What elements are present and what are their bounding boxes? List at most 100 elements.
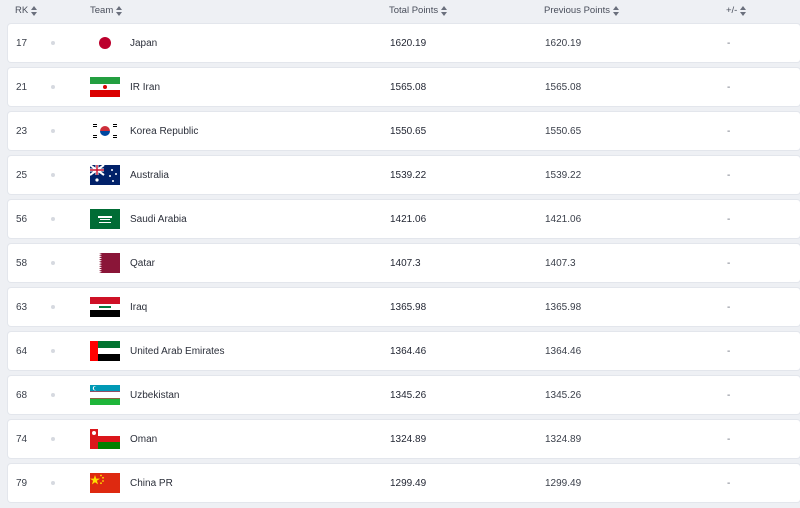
table-row[interactable]: 74 Oman 1324.89 1324.89 - [8, 420, 800, 458]
bullet [51, 200, 55, 238]
sort-icon[interactable] [116, 5, 123, 16]
team-name[interactable]: Korea Republic [130, 125, 199, 137]
total-points-cell: 1407.3 [390, 257, 421, 269]
total-points-cell: 1421.06 [390, 213, 427, 225]
korea-flag-icon [90, 121, 120, 141]
previous-points-cell: 1550.65 [545, 125, 582, 137]
bullet [51, 24, 55, 62]
change-cell: - [727, 301, 731, 313]
saudi-arabia-flag-icon [90, 209, 120, 229]
team-name[interactable]: IR Iran [130, 81, 161, 93]
rank-cell: 25 [16, 169, 28, 181]
bullet [51, 156, 55, 194]
total-points-cell: 1365.98 [390, 301, 427, 313]
column-header-label: Team [90, 5, 114, 16]
change-cell: - [727, 81, 731, 93]
table-row[interactable]: 21 IR Iran 1565.08 1565.08 - [8, 68, 800, 106]
team-name[interactable]: Iraq [130, 301, 148, 313]
uae-flag-icon [90, 341, 120, 361]
rank-cell: 21 [16, 81, 28, 93]
table-row[interactable]: 58 Qatar 1407.3 1407.3 - [8, 244, 800, 282]
change-cell: - [727, 213, 731, 225]
column-header-label: Previous Points [544, 5, 611, 16]
iraq-flag-icon [90, 297, 120, 317]
china-flag-icon [90, 473, 120, 493]
previous-points-cell: 1299.49 [545, 477, 582, 489]
bullet [51, 332, 55, 370]
table-row[interactable]: 23 Korea Republic 1550.65 1550.65 - [8, 112, 800, 150]
total-points-cell: 1345.26 [390, 389, 427, 401]
previous-points-cell: 1620.19 [545, 37, 582, 49]
australia-flag-icon [90, 165, 120, 185]
sort-icon[interactable] [613, 5, 620, 16]
previous-points-cell: 1407.3 [545, 257, 576, 269]
change-cell: - [727, 257, 731, 269]
column-header-change[interactable]: +/- [726, 5, 747, 16]
table-row[interactable]: 17 Japan 1620.19 1620.19 - [8, 24, 800, 62]
team-name[interactable]: United Arab Emirates [130, 345, 225, 357]
bullet [51, 420, 55, 458]
change-cell: - [727, 169, 731, 181]
bullet [51, 288, 55, 326]
change-cell: - [727, 37, 731, 49]
table-row[interactable]: 79 China PR 1299.49 1299.49 - [8, 464, 800, 502]
table-header: RK Team Total Points Previous Points +/- [0, 0, 800, 22]
table-row[interactable]: 63 Iraq 1365.98 1365.98 - [8, 288, 800, 326]
column-header-label: +/- [726, 5, 738, 16]
table-row[interactable]: 64 United Arab Emirates 1364.46 1364.46 … [8, 332, 800, 370]
total-points-cell: 1620.19 [390, 37, 427, 49]
previous-points-cell: 1365.98 [545, 301, 582, 313]
bullet [51, 244, 55, 282]
previous-points-cell: 1421.06 [545, 213, 582, 225]
sort-icon[interactable] [441, 5, 448, 16]
sort-icon[interactable] [740, 5, 747, 16]
column-header-team[interactable]: Team [90, 5, 123, 16]
table-row[interactable]: 68 Uzbekistan 1345.26 1345.26 - [8, 376, 800, 414]
table-row[interactable]: 56 Saudi Arabia 1421.06 1421.06 - [8, 200, 800, 238]
change-cell: - [727, 345, 731, 357]
table-row[interactable]: 25 Australia 1539.22 1539.22 - [8, 156, 800, 194]
qatar-flag-icon [90, 253, 120, 273]
bullet [51, 376, 55, 414]
sort-icon[interactable] [31, 5, 38, 16]
rank-cell: 74 [16, 433, 28, 445]
total-points-cell: 1550.65 [390, 125, 427, 137]
team-name[interactable]: China PR [130, 477, 173, 489]
previous-points-cell: 1539.22 [545, 169, 582, 181]
total-points-cell: 1299.49 [390, 477, 427, 489]
oman-flag-icon [90, 429, 120, 449]
team-name[interactable]: Uzbekistan [130, 389, 180, 401]
japan-flag-icon [90, 33, 120, 53]
rank-cell: 79 [16, 477, 28, 489]
total-points-cell: 1565.08 [390, 81, 427, 93]
bullet [51, 112, 55, 150]
rank-cell: 64 [16, 345, 28, 357]
total-points-cell: 1539.22 [390, 169, 427, 181]
column-header-total-points[interactable]: Total Points [389, 5, 448, 16]
previous-points-cell: 1324.89 [545, 433, 582, 445]
team-name[interactable]: Oman [130, 433, 158, 445]
rank-cell: 58 [16, 257, 28, 269]
total-points-cell: 1364.46 [390, 345, 427, 357]
change-cell: - [727, 125, 731, 137]
bullet [51, 68, 55, 106]
column-header-previous-points[interactable]: Previous Points [544, 5, 620, 16]
previous-points-cell: 1345.26 [545, 389, 582, 401]
rank-cell: 68 [16, 389, 28, 401]
rank-cell: 56 [16, 213, 28, 225]
team-name[interactable]: Saudi Arabia [130, 213, 187, 225]
team-name[interactable]: Japan [130, 37, 158, 49]
total-points-cell: 1324.89 [390, 433, 427, 445]
previous-points-cell: 1565.08 [545, 81, 582, 93]
uzbekistan-flag-icon [90, 385, 120, 405]
rank-cell: 63 [16, 301, 28, 313]
team-name[interactable]: Australia [130, 169, 169, 181]
team-name[interactable]: Qatar [130, 257, 156, 269]
column-header-rank[interactable]: RK [15, 5, 38, 16]
column-header-label: Total Points [389, 5, 439, 16]
bullet [51, 464, 55, 502]
column-header-label: RK [15, 5, 29, 16]
rank-cell: 17 [16, 37, 28, 49]
change-cell: - [727, 389, 731, 401]
iran-flag-icon [90, 77, 120, 97]
